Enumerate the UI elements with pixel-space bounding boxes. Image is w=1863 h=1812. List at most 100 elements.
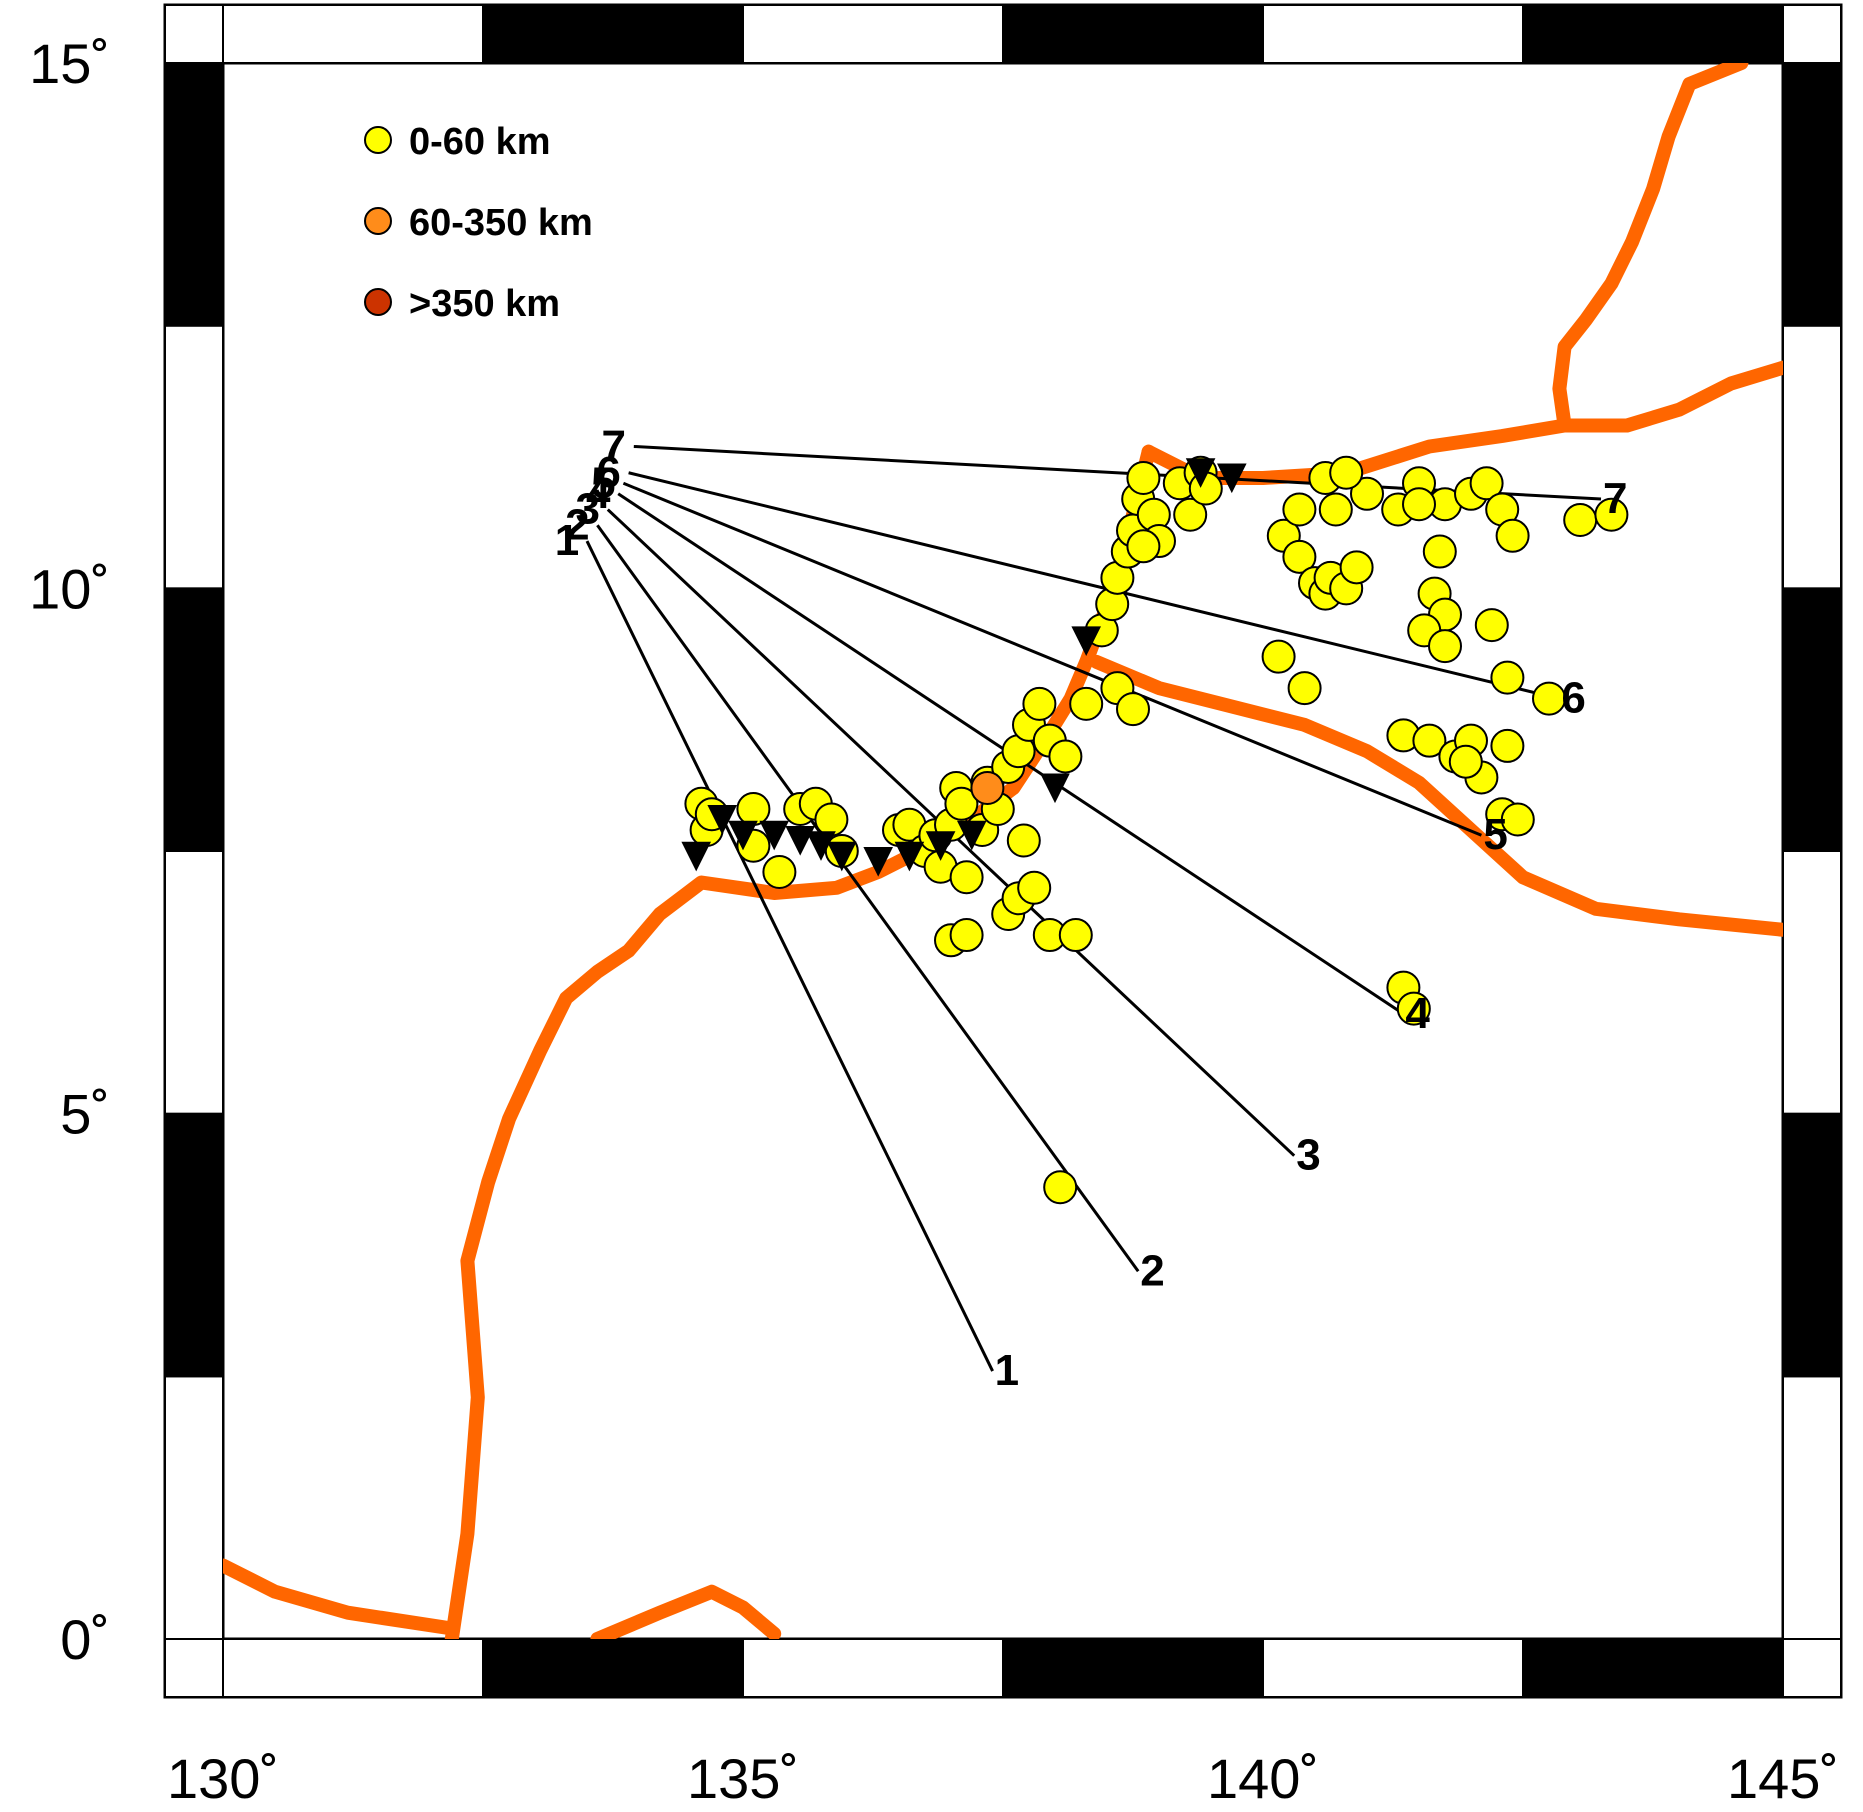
profile-line xyxy=(622,481,1482,837)
frame-segment-right xyxy=(1782,1112,1842,1378)
profile-label-end: 4 xyxy=(1405,989,1430,1038)
legend-label: 0-60 km xyxy=(409,121,551,163)
station-marker xyxy=(1185,458,1216,488)
station-marker xyxy=(826,841,857,872)
frame-segment-bottom xyxy=(742,1638,1004,1698)
plate-boundary-line xyxy=(1552,63,1749,433)
station-marker xyxy=(956,820,987,851)
event-shallow xyxy=(1490,728,1525,763)
event-shallow xyxy=(1474,608,1509,643)
frame-corner xyxy=(1782,1638,1842,1698)
frame-segment-left xyxy=(164,587,224,852)
event-shallow xyxy=(944,786,979,821)
profile-label-start: 5 xyxy=(591,458,615,507)
frame-segment-right xyxy=(1782,1375,1842,1641)
frame-segment-bottom xyxy=(1522,1638,1784,1698)
y-tick-label: 0˚ xyxy=(60,1608,110,1671)
event-shallow xyxy=(1402,487,1436,522)
y-tick-label: 10˚ xyxy=(29,557,110,620)
legend-symbol xyxy=(364,207,392,235)
legend-label: 60-350 km xyxy=(409,202,593,244)
event-shallow xyxy=(1532,681,1566,716)
event-shallow xyxy=(1448,744,1483,779)
station-marker xyxy=(925,831,956,861)
event-shallow xyxy=(1116,692,1150,727)
x-tick-label: 145˚ xyxy=(1727,1747,1839,1810)
frame-segment-top xyxy=(482,4,744,64)
plate-boundary-line xyxy=(590,1584,782,1639)
event-shallow xyxy=(1043,1170,1078,1205)
legend-symbol xyxy=(364,288,392,316)
event-shallow xyxy=(1048,739,1083,774)
y-tick-label: 15˚ xyxy=(29,32,110,95)
station-marker xyxy=(1040,773,1070,804)
profile-label-start: 2 xyxy=(565,500,589,549)
station-marker xyxy=(863,847,894,877)
station-marker xyxy=(1216,463,1247,494)
station-marker xyxy=(894,841,925,872)
event-shallow xyxy=(1126,461,1161,496)
profile-label-end: 1 xyxy=(995,1346,1019,1395)
axis-tick-labels: 130˚ 135˚ 140˚ 145˚ 0˚ 5˚ 10˚ 15˚ xyxy=(29,32,1839,1810)
event-intermediate xyxy=(970,770,1005,805)
frame-segment-bottom xyxy=(222,1638,484,1698)
frame-segment-left xyxy=(164,850,224,1115)
event-shallow xyxy=(1563,503,1598,538)
event-shallow xyxy=(1287,671,1322,706)
profile-line xyxy=(596,524,1140,1273)
x-tick-label: 135˚ xyxy=(687,1747,799,1810)
event-shallow xyxy=(814,802,849,837)
profile-label-end: 6 xyxy=(1561,674,1585,723)
event-shallow xyxy=(1339,550,1374,585)
profile-label-start: 1 xyxy=(555,516,579,565)
frame-segment-right xyxy=(1782,850,1842,1115)
frame-segment-bottom xyxy=(482,1638,744,1698)
frame-segment-top xyxy=(742,4,1004,64)
event-shallow xyxy=(949,918,984,953)
frame-segment-top xyxy=(1522,4,1784,64)
event-shallow xyxy=(1006,823,1041,858)
frame-segment-left xyxy=(164,62,224,327)
event-shallow xyxy=(1329,455,1364,490)
station-marker xyxy=(806,831,836,861)
profile-label-end: 7 xyxy=(1603,474,1627,523)
profile-line xyxy=(628,471,1560,701)
frame-segment-bottom xyxy=(1262,1638,1524,1698)
event-shallow xyxy=(1261,639,1296,674)
event-shallow xyxy=(1396,991,1431,1026)
profile-line xyxy=(585,540,994,1372)
profile-label-end: 3 xyxy=(1296,1131,1320,1180)
event-shallow xyxy=(1412,723,1447,758)
event-shallow xyxy=(736,791,771,826)
profile-label-end: 2 xyxy=(1140,1246,1164,1295)
station-marker xyxy=(707,804,738,835)
frame-segment-bottom xyxy=(1002,1638,1264,1698)
event-shallow xyxy=(1422,534,1457,569)
station-marker xyxy=(728,820,758,851)
frame-segment-top xyxy=(1262,4,1524,64)
frame-segment-top xyxy=(222,4,484,64)
station-marker xyxy=(1071,626,1102,656)
frame-corner xyxy=(164,1638,224,1698)
profile-label-end: 5 xyxy=(1483,810,1507,859)
event-shallow xyxy=(1500,802,1535,837)
event-shallow xyxy=(949,860,984,895)
frame-segment-right xyxy=(1782,587,1842,852)
map-frame xyxy=(163,3,1843,1699)
frame-corner xyxy=(1782,4,1842,64)
seismic-stations xyxy=(681,458,1247,877)
cross-section-profiles xyxy=(585,444,1602,1372)
legend-symbol xyxy=(364,126,392,154)
event-shallow xyxy=(1495,518,1530,553)
frame-segment-right xyxy=(1782,62,1842,327)
event-shallow xyxy=(1173,497,1208,532)
frame-corner xyxy=(164,4,224,64)
station-marker xyxy=(681,841,712,872)
legend-label: >350 km xyxy=(409,283,560,325)
station-marker xyxy=(759,820,790,851)
event-shallow xyxy=(1069,686,1104,721)
event-shallow xyxy=(1490,660,1525,695)
profile-label-start: 6 xyxy=(596,448,620,497)
